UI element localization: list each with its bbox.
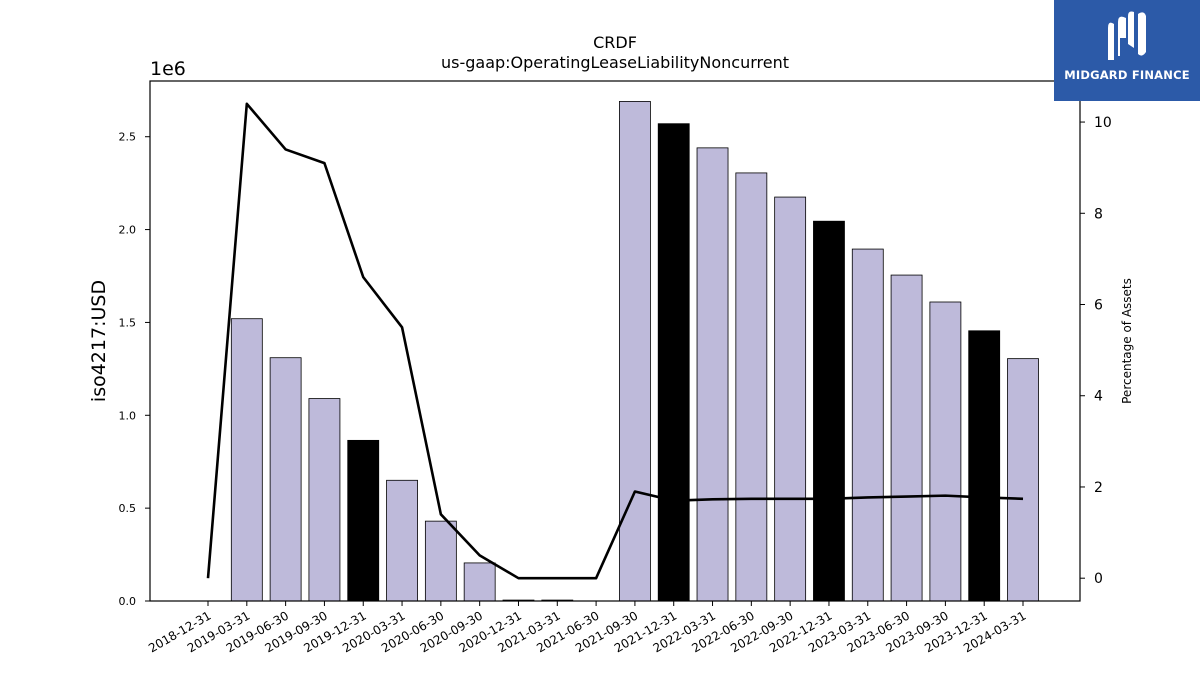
brand-name: MIDGARD FINANCE xyxy=(1064,68,1190,82)
y-tick-label: 2.0 xyxy=(119,224,137,237)
bar-2019-03-31 xyxy=(230,318,263,602)
percentage-of-assets-line xyxy=(206,102,1024,580)
chart-title: CRDF xyxy=(593,33,637,52)
brand-logo-box: MIDGARD FINANCE xyxy=(1054,0,1200,101)
bar-2020-03-31 xyxy=(386,479,418,602)
y2-tick-label: 0 xyxy=(1094,571,1103,587)
y-axis-label: iso4217:USD xyxy=(88,280,110,402)
chart-subtitle: us-gaap:OperatingLeaseLiabilityNoncurren… xyxy=(441,53,789,72)
y2-tick-label: 10 xyxy=(1094,115,1112,131)
bar-2022-06-30 xyxy=(735,172,768,602)
bar-2021-09-30 xyxy=(619,101,651,602)
y2-axis-label: Percentage of Assets xyxy=(1120,278,1134,404)
bar-2022-12-31 xyxy=(813,220,845,602)
bar-2020-09-30 xyxy=(463,562,496,602)
y-tick-label: 0.5 xyxy=(119,502,137,515)
midgard-m-logo-icon xyxy=(1108,11,1146,61)
bar-2020-06-30 xyxy=(424,520,457,602)
axes-layer: 0.00.51.01.52.02.502468102018-12-312019-… xyxy=(119,80,1112,655)
y-tick-label: 0.0 xyxy=(119,595,137,608)
y2-tick-label: 4 xyxy=(1094,389,1103,405)
y-tick-label: 1.0 xyxy=(119,409,137,422)
bar-2023-12-31 xyxy=(968,330,1001,602)
y2-tick-label: 2 xyxy=(1094,480,1103,496)
bar-2019-06-30 xyxy=(269,357,302,602)
y2-tick-label: 8 xyxy=(1094,206,1103,222)
line-layer xyxy=(206,102,1024,580)
y-axis-offset-label: 1e6 xyxy=(150,58,186,80)
bars-layer xyxy=(230,101,1039,602)
bar-2024-03-31 xyxy=(1007,358,1039,602)
bar-2023-09-30 xyxy=(929,301,962,602)
y-tick-label: 1.5 xyxy=(119,316,137,329)
y2-tick-label: 6 xyxy=(1094,298,1103,314)
bar-2022-03-31 xyxy=(696,147,729,602)
bar-2023-06-30 xyxy=(890,274,923,602)
bar-2022-09-30 xyxy=(774,196,807,602)
bar-2021-12-31 xyxy=(657,123,690,602)
bar-2019-09-30 xyxy=(308,398,341,602)
bar-2023-03-31 xyxy=(851,248,884,602)
bar-2019-12-31 xyxy=(347,439,380,602)
plot-frame xyxy=(149,80,1081,602)
y-tick-label: 2.5 xyxy=(119,131,137,144)
